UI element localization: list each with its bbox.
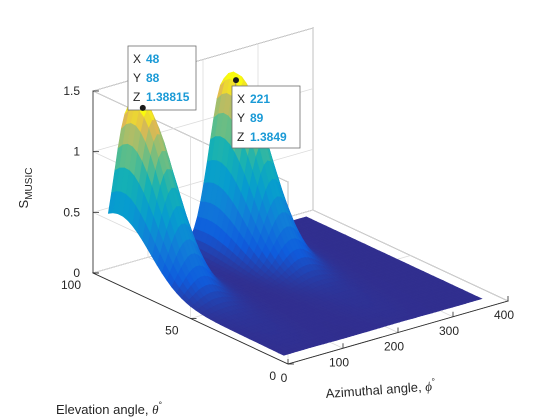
y-tick-label: 0 — [269, 369, 276, 383]
y-axis-label: Elevation angle, θ° — [56, 400, 163, 417]
x-tick-label: 100 — [329, 355, 349, 369]
datatip-box — [127, 45, 197, 111]
datatip-marker — [233, 77, 239, 84]
z-tick-label: 0 — [73, 266, 80, 280]
z-tick-label: 1 — [73, 145, 80, 159]
datatip: X 48 Y 88 Z 1.38815 — [127, 45, 197, 111]
datatip-marker — [139, 104, 146, 111]
x-tick-label: 300 — [439, 324, 459, 338]
datatip: X 221 Y 89 Z 1.3849 — [231, 77, 301, 149]
datatip-key: Z — [133, 90, 140, 104]
x-axis-label: Azimuthal angle, ϕ° — [325, 376, 436, 401]
datatip-key: X — [237, 92, 245, 106]
datatip-value: 1.38815 — [146, 90, 190, 104]
x-tick-label: 0 — [281, 371, 288, 385]
datatip-value: 89 — [250, 111, 264, 125]
datatip-value: 221 — [250, 92, 270, 106]
z-axis-label: SMUSIC — [16, 168, 35, 209]
datatip-key: Y — [133, 71, 141, 85]
x-tick-label: 400 — [494, 308, 514, 322]
datatip-value: 48 — [146, 52, 160, 66]
datatips: X 48 Y 88 Z 1.38815 X 221 Y 89 Z 1.3849 — [127, 45, 301, 149]
surface-mesh — [107, 71, 483, 356]
datatip-value: 88 — [146, 71, 160, 85]
z-tick-label: 1.5 — [63, 84, 80, 98]
datatip-value: 1.3849 — [250, 130, 287, 144]
y-tick-label: 50 — [165, 324, 179, 338]
z-tick-label: 0.5 — [63, 205, 80, 219]
y-tick-label: 100 — [61, 278, 81, 292]
datatip-box — [231, 85, 301, 149]
surface-patch — [472, 296, 483, 301]
datatip-key: Y — [237, 111, 245, 125]
datatip-key: X — [133, 52, 141, 66]
datatip-key: Z — [237, 130, 244, 144]
x-tick-label: 200 — [384, 340, 404, 354]
